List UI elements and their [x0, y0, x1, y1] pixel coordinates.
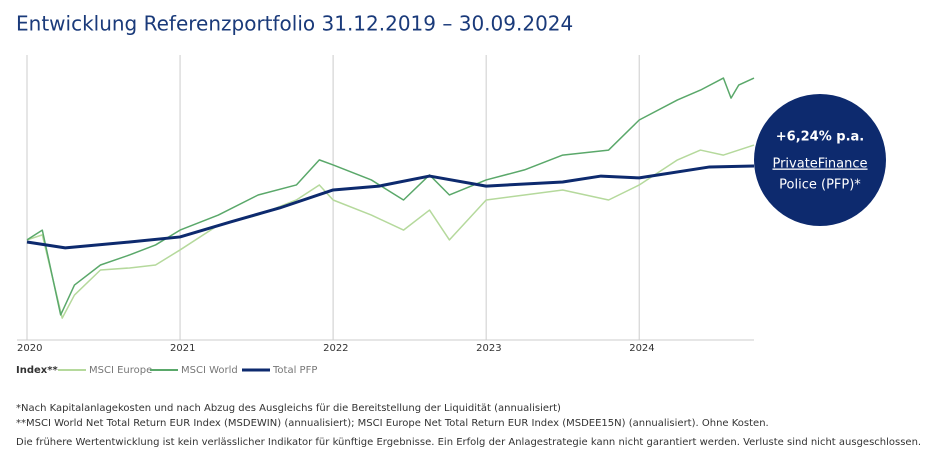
annotation-text: PrivateFinance [772, 157, 867, 172]
annotation-text: +6,24% p.a. [776, 130, 864, 145]
legend-label: MSCI World [181, 365, 238, 376]
legend-label: MSCI Europe [89, 365, 152, 376]
x-tick-label: 2022 [323, 343, 348, 354]
x-tick-label: 2021 [170, 343, 195, 354]
x-tick-label: 2024 [629, 343, 654, 354]
x-tick-label: 2023 [476, 343, 501, 354]
series-line [26, 164, 755, 250]
footnote: Die frühere Wertentwicklung ist kein ver… [16, 437, 921, 448]
annotation-circle [754, 94, 886, 226]
plot: 2020 2021 2022 2023 2024 MSCI Europe MSCI Worl… [17, 55, 755, 376]
annotation-text: Police (PFP)* [779, 178, 861, 193]
series-line [26, 77, 755, 316]
legend-label: Total PFP [272, 365, 317, 376]
footnote: **MSCI World Net Total Return EUR Index … [16, 418, 769, 429]
chart-title: Entwicklung Referenzportfolio 31.12.2019… [16, 12, 573, 36]
x-tick-label: 2020 [17, 343, 42, 354]
series-line [26, 144, 755, 319]
legend-title: Index** [16, 365, 58, 376]
footnote: *Nach Kapitalanlagekosten und nach Abzug… [16, 403, 561, 414]
